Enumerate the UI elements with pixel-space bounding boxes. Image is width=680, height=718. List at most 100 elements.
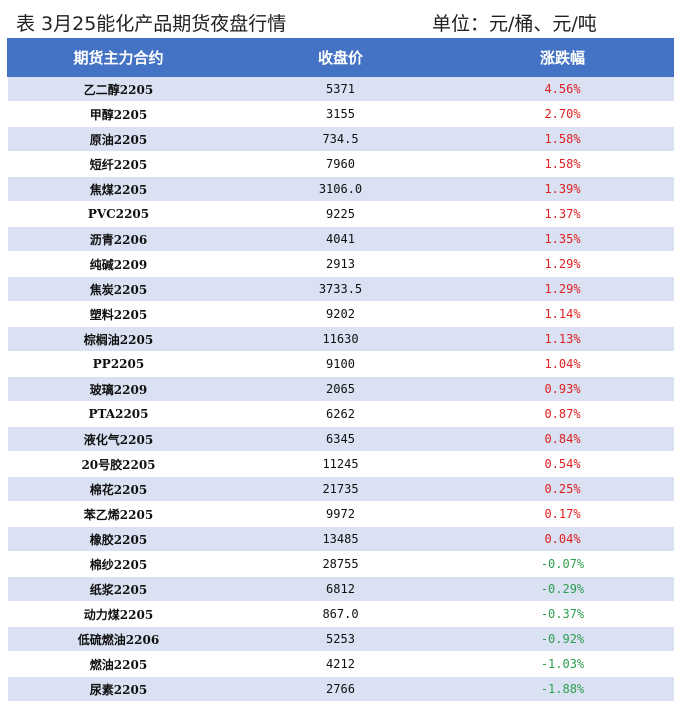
contract-name: 沥青2206	[7, 226, 230, 252]
table-row: 乙二醇2205 5371 4.56%	[7, 76, 674, 102]
table-row: 动力煤2205 867.0 -0.37%	[7, 601, 674, 627]
contract-name: 20号胶2205	[7, 451, 230, 477]
table-row: 短纤2205 7960 1.58%	[7, 151, 674, 177]
change-percent: 1.58%	[451, 126, 674, 152]
table-row: 焦炭2205 3733.5 1.29%	[7, 276, 674, 302]
table-row: 玻璃2209 2065 0.93%	[7, 376, 674, 402]
close-price: 6812	[229, 576, 452, 602]
change-percent: 0.04%	[451, 526, 674, 552]
change-percent: -0.37%	[451, 601, 674, 627]
contract-name: 短纤2205	[7, 151, 230, 177]
close-price: 4041	[229, 226, 452, 252]
table-row: 橡胶2205 13485 0.04%	[7, 526, 674, 552]
table-row: 甲醇2205 3155 2.70%	[7, 101, 674, 127]
change-percent: 0.25%	[451, 476, 674, 502]
change-percent: 1.29%	[451, 276, 674, 302]
contract-name: 甲醇2205	[7, 101, 230, 127]
close-price: 21735	[229, 476, 452, 502]
table-row: 尿素2205 2766 -1.88%	[7, 676, 674, 701]
change-percent: 2.70%	[451, 101, 674, 127]
contract-name: 尿素2205	[7, 676, 230, 701]
close-price: 3155	[229, 101, 452, 127]
table-row: PTA2205 6262 0.87%	[7, 401, 674, 427]
close-price: 5253	[229, 626, 452, 652]
close-price: 3106.0	[229, 176, 452, 202]
change-percent: -0.92%	[451, 626, 674, 652]
change-percent: 4.56%	[451, 76, 674, 102]
table-row: 液化气2205 6345 0.84%	[7, 426, 674, 452]
change-percent: -0.07%	[451, 551, 674, 577]
change-percent: -1.03%	[451, 651, 674, 677]
document-header: 表 3月25能化产品期货夜盘行情 单位：元/桶、元/吨	[0, 0, 680, 36]
table-row: 棉花2205 21735 0.25%	[7, 476, 674, 502]
contract-name: 橡胶2205	[7, 526, 230, 552]
contract-name: 棉花2205	[7, 476, 230, 502]
table-row: 塑料2205 9202 1.14%	[7, 301, 674, 327]
futures-table: 期货主力合约 收盘价 涨跌幅 乙二醇2205 5371 4.56% 甲醇2205 315…	[7, 38, 674, 701]
close-price: 867.0	[229, 601, 452, 627]
change-percent: 0.87%	[451, 401, 674, 427]
change-percent: 1.37%	[451, 201, 674, 227]
contract-name: 塑料2205	[7, 301, 230, 327]
contract-name: 棕榈油2205	[7, 326, 230, 352]
table-title: 表 3月25能化产品期货夜盘行情	[16, 13, 287, 35]
column-header-contract: 期货主力合约	[7, 38, 230, 77]
unit-label: 单位：元/桶、元/吨	[432, 13, 597, 35]
change-percent: 0.93%	[451, 376, 674, 402]
table-row: 棉纱2205 28755 -0.07%	[7, 551, 674, 577]
table-row: 燃油2205 4212 -1.03%	[7, 651, 674, 677]
close-price: 2766	[229, 676, 452, 701]
contract-name: 焦煤2205	[7, 176, 230, 202]
contract-name: 燃油2205	[7, 651, 230, 677]
contract-name: 棉纱2205	[7, 551, 230, 577]
contract-name: 玻璃2209	[7, 376, 230, 402]
change-percent: 1.35%	[451, 226, 674, 252]
close-price: 6345	[229, 426, 452, 452]
contract-name: 动力煤2205	[7, 601, 230, 627]
change-percent: 0.84%	[451, 426, 674, 452]
close-price: 2065	[229, 376, 452, 402]
close-price: 11630	[229, 326, 452, 352]
close-price: 28755	[229, 551, 452, 577]
table-row: 棕榈油2205 11630 1.13%	[7, 326, 674, 352]
close-price: 9202	[229, 301, 452, 327]
contract-name: 纸浆2205	[7, 576, 230, 602]
close-price: 734.5	[229, 126, 452, 152]
close-price: 2913	[229, 251, 452, 277]
table-row: 原油2205 734.5 1.58%	[7, 126, 674, 152]
contract-name: 纯碱2209	[7, 251, 230, 277]
change-percent: 0.54%	[451, 451, 674, 477]
contract-name: 苯乙烯2205	[7, 501, 230, 527]
contract-name: PTA2205	[7, 401, 230, 427]
table-row: PVC2205 9225 1.37%	[7, 201, 674, 227]
close-price: 5371	[229, 76, 452, 102]
table-row: 纸浆2205 6812 -0.29%	[7, 576, 674, 602]
change-percent: -1.88%	[451, 676, 674, 701]
change-percent: 1.14%	[451, 301, 674, 327]
table-row: 沥青2206 4041 1.35%	[7, 226, 674, 252]
table-row: 纯碱2209 2913 1.29%	[7, 251, 674, 277]
contract-name: 液化气2205	[7, 426, 230, 452]
table-header-row: 期货主力合约 收盘价 涨跌幅	[7, 38, 674, 77]
change-percent: 1.13%	[451, 326, 674, 352]
table-row: PP2205 9100 1.04%	[7, 351, 674, 377]
close-price: 9100	[229, 351, 452, 377]
column-header-change: 涨跌幅	[451, 38, 674, 77]
change-percent: 0.17%	[451, 501, 674, 527]
close-price: 6262	[229, 401, 452, 427]
change-percent: 1.04%	[451, 351, 674, 377]
change-percent: -0.29%	[451, 576, 674, 602]
column-header-close-price: 收盘价	[229, 38, 452, 77]
contract-name: 乙二醇2205	[7, 76, 230, 102]
close-price: 9225	[229, 201, 452, 227]
table-body: 乙二醇2205 5371 4.56% 甲醇2205 3155 2.70% 原油2205 734…	[7, 76, 674, 701]
contract-name: PVC2205	[7, 201, 230, 227]
contract-name: 原油2205	[7, 126, 230, 152]
close-price: 7960	[229, 151, 452, 177]
table-row: 低硫燃油2206 5253 -0.92%	[7, 626, 674, 652]
table-row: 20号胶2205 11245 0.54%	[7, 451, 674, 477]
contract-name: 焦炭2205	[7, 276, 230, 302]
close-price: 13485	[229, 526, 452, 552]
table-row: 苯乙烯2205 9972 0.17%	[7, 501, 674, 527]
close-price: 9972	[229, 501, 452, 527]
